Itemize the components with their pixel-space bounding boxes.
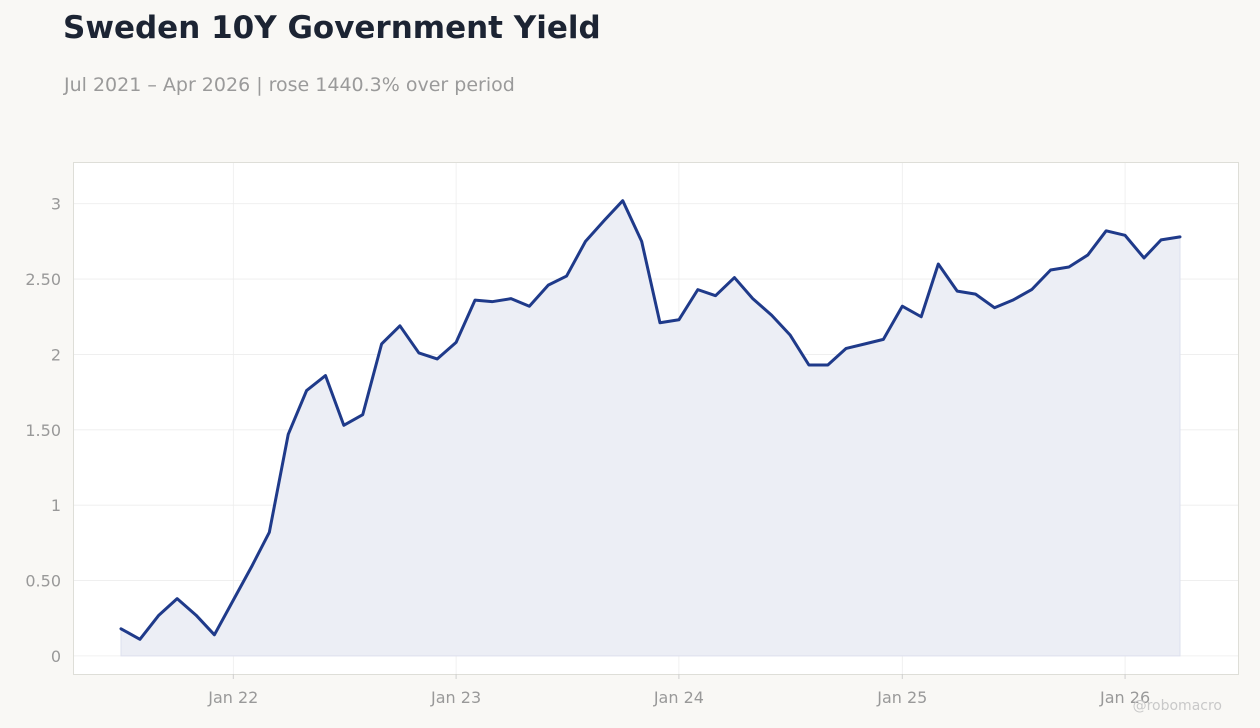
data-point	[454, 341, 457, 344]
data-point	[157, 614, 160, 617]
page-subtitle: Jul 2021 – Apr 2026 | rose 1440.3% over …	[64, 74, 515, 96]
data-point	[751, 297, 754, 300]
data-point	[1067, 265, 1070, 268]
data-point	[251, 564, 254, 567]
data-point	[268, 531, 271, 534]
data-point	[584, 240, 587, 243]
watermark: @robomacro	[1132, 698, 1222, 714]
data-point	[882, 338, 885, 341]
x-tick-label: Jan 24	[653, 688, 704, 707]
data-point	[380, 342, 383, 345]
data-point	[845, 347, 848, 350]
data-point	[1105, 229, 1108, 232]
data-point	[696, 288, 699, 291]
data-point	[342, 424, 345, 427]
data-point	[956, 290, 959, 293]
data-point	[528, 305, 531, 308]
data-point	[324, 374, 327, 377]
y-tick-label: 3	[51, 195, 61, 214]
page-title: Sweden 10Y Government Yield	[63, 10, 601, 46]
data-point	[901, 305, 904, 308]
data-point	[937, 262, 940, 265]
data-point	[770, 314, 773, 317]
data-point	[1123, 234, 1126, 237]
data-point	[417, 351, 420, 354]
data-point	[138, 638, 141, 641]
x-axis-ticks: Jan 22 Jan 23 Jan 24 Jan 25 Jan 26	[207, 674, 1150, 707]
data-point	[993, 306, 996, 309]
data-point	[807, 363, 810, 366]
y-tick-label: 2	[51, 345, 61, 364]
data-point	[509, 297, 512, 300]
data-point	[621, 199, 624, 202]
data-point	[213, 633, 216, 636]
data-point	[920, 315, 923, 318]
x-tick-label: Jan 22	[207, 688, 258, 707]
data-point	[714, 294, 717, 297]
data-point	[176, 597, 179, 600]
data-point	[826, 363, 829, 366]
data-point	[287, 433, 290, 436]
data-point	[398, 324, 401, 327]
data-point	[733, 276, 736, 279]
y-axis-ticks: 0 0.50 1 1.50 2 2.50 3	[25, 195, 61, 666]
data-point	[1159, 238, 1162, 241]
data-point	[788, 333, 791, 336]
data-point	[974, 293, 977, 296]
data-point	[119, 627, 122, 630]
data-point	[473, 299, 476, 302]
data-point	[436, 357, 439, 360]
y-tick-label: 1	[51, 496, 61, 515]
data-point	[491, 300, 494, 303]
data-point	[1142, 256, 1145, 259]
data-point	[658, 321, 661, 324]
data-point	[1011, 299, 1014, 302]
data-point	[547, 283, 550, 286]
data-point	[1178, 235, 1181, 238]
x-tick-label: Jan 25	[876, 688, 927, 707]
data-point	[1049, 268, 1052, 271]
y-tick-label: 0	[51, 647, 61, 666]
data-point	[863, 342, 866, 345]
y-tick-label: 1.50	[25, 421, 61, 440]
x-tick-label: Jan 26	[1099, 688, 1150, 707]
data-point	[232, 599, 235, 602]
y-tick-label: 0.50	[25, 572, 61, 591]
data-point	[1086, 253, 1089, 256]
data-point	[1030, 288, 1033, 291]
data-point	[640, 240, 643, 243]
data-point	[677, 318, 680, 321]
data-point	[603, 219, 606, 222]
data-point	[361, 413, 364, 416]
data-point	[305, 389, 308, 392]
data-point	[565, 274, 568, 277]
x-tick-label: Jan 23	[430, 688, 481, 707]
y-tick-label: 2.50	[25, 270, 61, 289]
line-layer	[119, 199, 1182, 641]
series-line	[119, 199, 1182, 641]
data-point	[194, 614, 197, 617]
